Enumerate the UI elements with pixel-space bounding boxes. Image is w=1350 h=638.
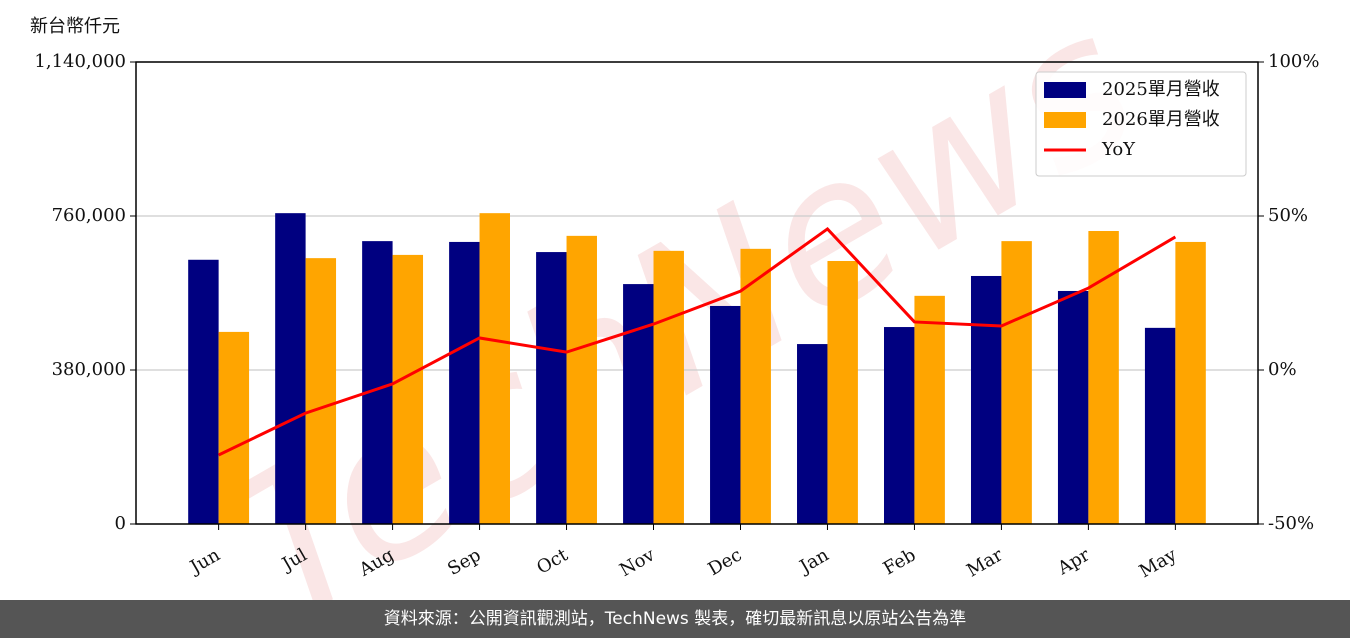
bar (797, 344, 828, 524)
bar (1175, 241, 1206, 525)
bar (1057, 290, 1089, 524)
bar (188, 259, 219, 524)
y-tick-label: 0 (115, 513, 126, 534)
legend-swatch (1044, 82, 1086, 98)
y-tick-label: 1,140,000 (34, 51, 126, 72)
x-tick-label: Nov (616, 544, 659, 581)
bar (653, 250, 684, 524)
bar (1088, 230, 1119, 524)
bar (710, 305, 741, 524)
x-tick-label: Jan (795, 544, 833, 578)
bar (914, 295, 945, 524)
y2-tick-label: 0% (1268, 359, 1297, 380)
x-tick-label: May (1136, 544, 1181, 582)
bar (449, 241, 480, 525)
y-axis-label: 新台幣仟元 (30, 16, 120, 37)
bar (970, 275, 1002, 524)
bar (479, 213, 510, 525)
chart: 新台幣仟元 TechNews 0380,000760,0001,140,000-… (30, 0, 1319, 638)
y2-tick-label: 50% (1268, 205, 1308, 226)
bar (362, 241, 393, 524)
legend-swatch (1044, 112, 1086, 128)
x-tick-label: Jun (185, 544, 224, 579)
bar (827, 260, 858, 524)
y-tick-label: 380,000 (52, 359, 126, 380)
legend-label: 2026單月營收 (1102, 109, 1220, 130)
bar (1001, 241, 1032, 524)
footer: 資料來源：公開資訊觀測站，TechNews 製表，確切最新訊息以原站公告為準 (0, 600, 1350, 638)
legend-label: 2025單月營收 (1102, 79, 1220, 100)
bar (566, 235, 597, 524)
y2-tick-label: -50% (1268, 513, 1314, 534)
x-tick-label: Dec (705, 544, 746, 580)
bar (305, 258, 337, 524)
plot-frame (135, 61, 1259, 525)
x-tick-label: Feb (880, 544, 920, 579)
bar (884, 327, 915, 524)
bar (623, 284, 654, 524)
x-tick-label: Oct (533, 544, 572, 579)
bar (536, 252, 567, 524)
line (217, 226, 1177, 457)
y2-tick-label: 100% (1268, 51, 1319, 72)
bar (275, 213, 306, 525)
bar (740, 248, 771, 525)
legend-label: YoY (1101, 139, 1136, 160)
x-tick-label: Mar (963, 544, 1007, 581)
legend-box (1035, 71, 1247, 177)
bar (1144, 327, 1176, 524)
x-tick-label: Apr (1053, 544, 1093, 579)
bar (392, 254, 424, 524)
y-tick-label: 760,000 (52, 205, 126, 226)
bar (218, 331, 250, 524)
